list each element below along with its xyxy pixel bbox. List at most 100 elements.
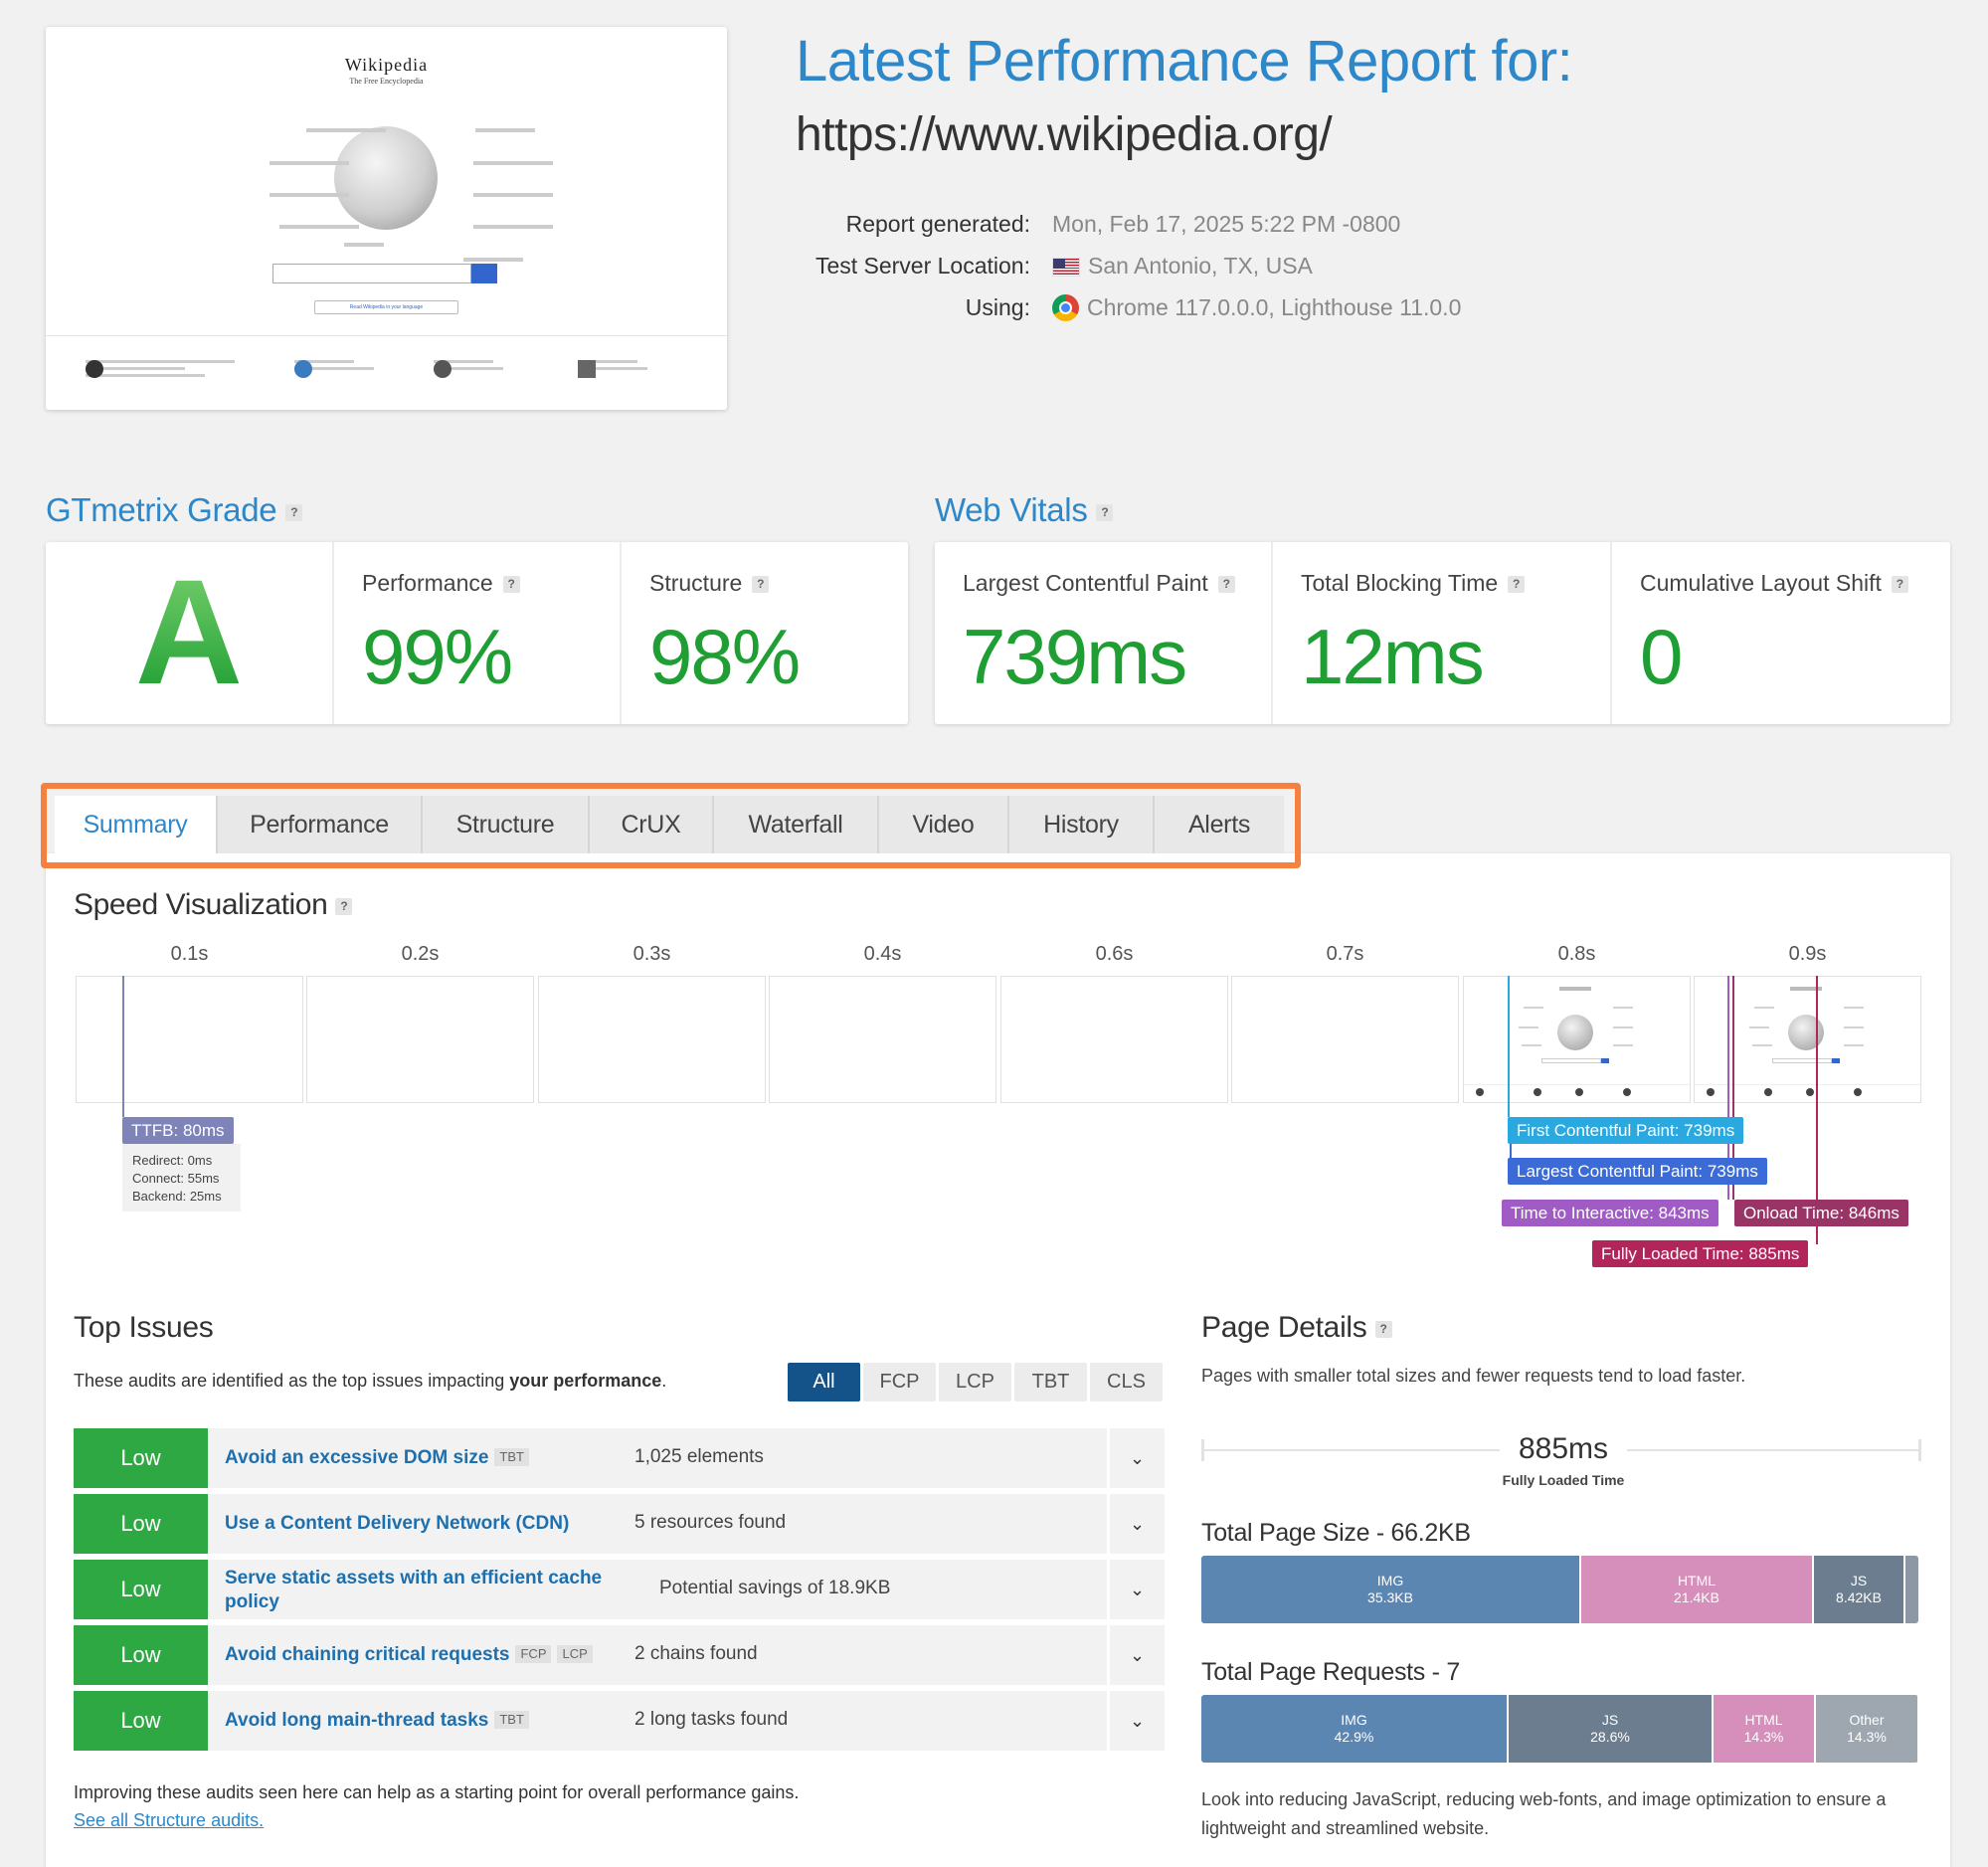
metric-tag: TBT [494, 1711, 529, 1729]
page-details-title: Page Details ? [1201, 1311, 1392, 1345]
severity-badge: Low [74, 1691, 208, 1751]
filmstrip-frame[interactable] [1231, 976, 1459, 1103]
requests-segment-other[interactable]: Other 14.3% [1816, 1695, 1917, 1763]
report-title: Latest Performance Report for: [796, 29, 1573, 93]
requests-segment-js[interactable]: JS 28.6% [1509, 1695, 1714, 1763]
filter-lcp[interactable]: LCP [939, 1363, 1011, 1401]
issue-detail: 2 long tasks found [634, 1709, 789, 1730]
size-segment[interactable] [1905, 1556, 1918, 1623]
screenshot-read-button: Read Wikipedia in your language [314, 300, 458, 314]
screenshot-lang-link [306, 126, 386, 132]
issue-row[interactable]: Low Avoid chaining critical requests FCP L… [74, 1625, 1165, 1685]
lcp-label[interactable]: Largest Contentful Paint: 739ms [1508, 1158, 1767, 1185]
tab-history[interactable]: History [1009, 796, 1155, 853]
help-icon[interactable]: ? [285, 503, 303, 521]
frame-page-thumbnail [1695, 977, 1920, 1102]
screenshot-lang-link [279, 223, 359, 229]
page-details-footer: Look into reducing JavaScript, reducing … [1201, 1789, 1887, 1838]
tti-label[interactable]: Time to Interactive: 843ms [1502, 1200, 1718, 1226]
issue-title[interactable]: Serve static assets with an efficient ca… [225, 1568, 603, 1612]
filter-all[interactable]: All [788, 1363, 860, 1401]
help-icon[interactable]: ? [1891, 576, 1908, 594]
severity-badge: Low [74, 1494, 208, 1554]
help-icon[interactable]: ? [335, 897, 353, 915]
filter-cls[interactable]: CLS [1090, 1363, 1163, 1401]
tab-waterfall[interactable]: Waterfall [714, 796, 879, 853]
issue-row[interactable]: Low Avoid an excessive DOM size TBT 1,025… [74, 1428, 1165, 1488]
screenshot-site-name: Wikipedia [344, 55, 429, 75]
filmstrip-frame[interactable] [1463, 976, 1691, 1103]
metric-label: Cumulative Layout Shift [1640, 570, 1882, 596]
filmstrip-frame[interactable] [769, 976, 996, 1103]
page-requests-bar: IMG 42.9% JS 28.6% HTML 14.3% Other 14.3% [1201, 1695, 1918, 1763]
segment-type: HTML [1744, 1712, 1783, 1728]
tab-video[interactable]: Video [879, 796, 1009, 853]
help-icon[interactable]: ? [502, 576, 520, 594]
segment-value: 28.6% [1590, 1729, 1630, 1745]
help-icon[interactable]: ? [1374, 1320, 1392, 1338]
issue-row[interactable]: Low Serve static assets with an efficien… [74, 1560, 1165, 1619]
issue-row[interactable]: Low Use a Content Delivery Network (CDN)… [74, 1494, 1165, 1554]
tab-structure[interactable]: Structure [423, 796, 590, 853]
grade-letter: A [46, 557, 332, 706]
fcp-label[interactable]: First Contentful Paint: 739ms [1508, 1117, 1744, 1144]
help-icon[interactable]: ? [1217, 576, 1235, 594]
tab-performance[interactable]: Performance [218, 796, 423, 853]
segment-value: 8.42KB [1836, 1589, 1882, 1605]
size-segment-img[interactable]: IMG 35.3KB [1201, 1556, 1581, 1623]
timeline-line [1201, 1449, 1500, 1451]
filmstrip-frame[interactable] [538, 976, 766, 1103]
expand-chevron-icon[interactable]: ⌄ [1107, 1625, 1165, 1685]
wikipedia-globe-icon [334, 126, 438, 230]
using-value: Chrome 117.0.0.0, Lighthouse 11.0.0 [1052, 294, 1461, 321]
lcp-marker-line [1510, 1117, 1512, 1182]
issue-detail: 2 chains found [634, 1643, 758, 1664]
tab-alerts[interactable]: Alerts [1155, 796, 1284, 853]
filter-fcp[interactable]: FCP [863, 1363, 936, 1401]
onload-label[interactable]: Onload Time: 846ms [1734, 1200, 1908, 1226]
filter-tbt[interactable]: TBT [1014, 1363, 1087, 1401]
us-flag-icon [1052, 258, 1080, 277]
size-segment-html[interactable]: HTML 21.4KB [1581, 1556, 1814, 1623]
filmstrip-frame[interactable] [1694, 976, 1921, 1103]
metric-value: 0 [1640, 613, 1683, 700]
issue-row[interactable]: Low Avoid long main-thread tasks TBT 2 lo… [74, 1691, 1165, 1751]
total-page-requests-title: Total Page Requests - 7 [1201, 1658, 1460, 1686]
requests-segment-html[interactable]: HTML 14.3% [1714, 1695, 1816, 1763]
expand-chevron-icon[interactable]: ⌄ [1107, 1691, 1165, 1751]
segment-type: IMG [1376, 1573, 1404, 1588]
help-icon[interactable]: ? [1096, 503, 1114, 521]
report-url[interactable]: https://www.wikipedia.org/ [796, 108, 1333, 161]
filmstrip-frame[interactable] [306, 976, 534, 1103]
tab-summary[interactable]: Summary [55, 796, 218, 853]
screenshot-lang-link [270, 159, 349, 165]
top-issues-description: These audits are identified as the top i… [74, 1371, 667, 1391]
report-generated-label: Report generated: [845, 211, 1030, 237]
speed-visualization-title: Speed Visualization ? [74, 888, 353, 922]
expand-chevron-icon[interactable]: ⌄ [1107, 1428, 1165, 1488]
structure-audits-link[interactable]: See all Structure audits. [74, 1810, 265, 1830]
requests-segment-img[interactable]: IMG 42.9% [1201, 1695, 1509, 1763]
tab-crux[interactable]: CrUX [590, 796, 714, 853]
ttfb-label[interactable]: TTFB: 80ms [122, 1117, 234, 1144]
chrome-icon [1052, 294, 1079, 321]
expand-chevron-icon[interactable]: ⌄ [1107, 1560, 1165, 1619]
wikipedia-globe-icon [1788, 1015, 1824, 1050]
total-page-size-title: Total Page Size - 66.2KB [1201, 1519, 1471, 1547]
help-icon[interactable]: ? [1508, 576, 1526, 594]
grade-cell: A [46, 542, 334, 724]
filmstrip-frame[interactable] [1000, 976, 1228, 1103]
site-screenshot: Wikipedia The Free Encyclopedia Read Wik… [46, 27, 727, 410]
issue-title[interactable]: Use a Content Delivery Network (CDN) [225, 1513, 570, 1534]
size-segment-js[interactable]: JS 8.42KB [1814, 1556, 1905, 1623]
connect-time: Connect: 55ms [132, 1171, 220, 1186]
expand-chevron-icon[interactable]: ⌄ [1107, 1494, 1165, 1554]
timeline-tick: 0.7s [1326, 943, 1364, 965]
filmstrip-frame[interactable] [76, 976, 303, 1103]
issues-footer-text: Improving these audits seen here can hel… [74, 1782, 800, 1802]
report-generated-value: Mon, Feb 17, 2025 5:22 PM -0800 [1052, 211, 1401, 237]
screenshot-lang-link [270, 191, 349, 197]
help-icon[interactable]: ? [752, 576, 770, 594]
fully-loaded-value: 885ms [1518, 1432, 1609, 1465]
fully-loaded-label[interactable]: Fully Loaded Time: 885ms [1592, 1240, 1809, 1267]
